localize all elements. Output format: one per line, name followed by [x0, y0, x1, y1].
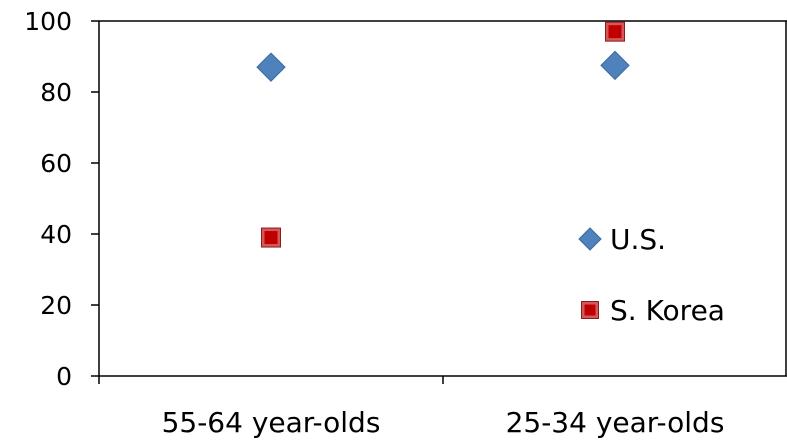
legend-us-label: U.S. — [610, 223, 666, 256]
x-category-label: 55-64 year-olds — [162, 406, 381, 439]
x-axis-ticks: 55-64 year-olds 25-34 year-olds — [98, 376, 725, 439]
x-category-label: 25-34 year-olds — [506, 406, 725, 439]
square-marker-fill — [584, 304, 596, 316]
legend-korea-marker — [581, 301, 599, 319]
legend: U.S. S. Korea — [578, 223, 725, 327]
us-point — [600, 50, 630, 81]
legend-us-marker — [578, 227, 602, 251]
y-tick-label: 40 — [40, 220, 72, 249]
chart-axes — [98, 20, 787, 377]
data-points — [256, 21, 630, 248]
legend-korea-label: S. Korea — [610, 294, 725, 327]
y-tick-label: 0 — [56, 362, 72, 391]
square-marker-fill — [264, 231, 278, 245]
y-tick-label: 80 — [40, 78, 72, 107]
square-marker-fill — [608, 25, 622, 39]
korea-point — [605, 21, 625, 42]
y-tick-label: 100 — [24, 7, 72, 36]
korea-point — [261, 227, 281, 248]
us-point — [256, 52, 286, 82]
y-tick-label: 20 — [40, 291, 72, 320]
y-axis-ticks: 0 20 40 60 80 100 — [24, 7, 99, 391]
y-tick-label: 60 — [40, 149, 72, 178]
